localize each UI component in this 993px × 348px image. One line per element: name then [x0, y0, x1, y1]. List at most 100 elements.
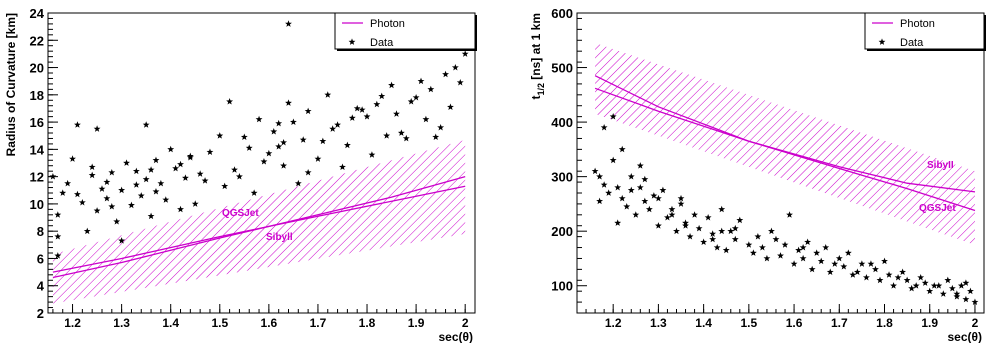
x-axis-label: sec(θ)	[948, 330, 983, 343]
data-point	[216, 132, 224, 139]
x-tick-label: 2	[972, 316, 979, 330]
x-axis-label: sec(θ)	[439, 330, 474, 343]
data-point	[442, 70, 449, 78]
legend-box	[334, 12, 476, 50]
x-tick-label: 1.2	[64, 316, 81, 330]
photon-uncertainty-band	[595, 43, 975, 245]
data-point	[123, 159, 130, 166]
data-point	[718, 227, 726, 235]
legend: Photon Data	[864, 12, 986, 51]
x-tick-label: 1.5	[211, 316, 228, 330]
y-tick-label: 14	[30, 142, 45, 157]
data-point	[926, 287, 934, 295]
data-point	[935, 282, 943, 289]
data-point	[402, 134, 410, 142]
curve-annotation: Sibyll	[266, 232, 293, 243]
data-point	[299, 136, 307, 143]
data-point	[304, 168, 312, 176]
data-point	[363, 113, 371, 120]
data-point	[451, 63, 459, 71]
data-point	[118, 186, 126, 194]
data-point	[957, 282, 965, 289]
data-point	[948, 284, 956, 292]
data-point	[596, 173, 604, 180]
y-axis-label-sub: 1/2	[536, 83, 546, 96]
y-tick-label: 600	[551, 6, 573, 21]
data-point	[353, 104, 361, 112]
data-point	[289, 118, 297, 125]
data-point	[600, 123, 608, 131]
curve-annotation: SibyII	[927, 160, 954, 171]
data-point	[623, 203, 631, 210]
data-point	[641, 197, 649, 205]
data-point	[368, 151, 376, 158]
x-tick-label: 1.4	[162, 316, 179, 330]
data-point	[636, 183, 644, 191]
data-point	[142, 175, 150, 183]
data-point	[191, 200, 199, 207]
data-point	[813, 249, 821, 256]
data-point	[388, 81, 395, 89]
x-tick-label: 1.4	[695, 316, 712, 330]
data-point	[93, 207, 101, 214]
data-point	[319, 137, 327, 145]
data-point	[605, 189, 613, 196]
data-point	[844, 249, 852, 256]
data-point	[437, 123, 445, 131]
data-point	[343, 141, 351, 149]
data-point	[152, 188, 160, 195]
data-point	[822, 243, 830, 251]
data-point	[54, 211, 62, 218]
data-point	[74, 190, 81, 198]
data-point	[890, 282, 897, 289]
data-point	[659, 186, 667, 194]
y-tick-label: 22	[30, 33, 44, 48]
y-tick-label: 2	[37, 306, 44, 321]
data-point	[54, 252, 62, 259]
data-point	[614, 219, 622, 226]
data-point	[781, 241, 789, 248]
y-tick-label: 4	[37, 279, 45, 294]
data-point	[758, 243, 766, 251]
y-tick-label: 16	[30, 115, 44, 130]
data-point	[695, 224, 703, 232]
data-point	[614, 183, 622, 191]
data-point	[808, 265, 816, 273]
data-point	[641, 175, 649, 183]
data-point	[285, 99, 292, 106]
data-point	[636, 162, 644, 169]
data-point	[962, 295, 970, 303]
data-points	[49, 13, 469, 259]
data-point	[383, 132, 391, 139]
data-point	[596, 197, 604, 205]
data-point	[270, 128, 278, 135]
data-point	[108, 168, 116, 176]
data-point	[944, 276, 952, 284]
data-point	[632, 211, 640, 218]
data-point	[59, 189, 67, 196]
x-tick-label: 1.3	[113, 316, 130, 330]
data-point	[422, 115, 430, 123]
data-point	[314, 155, 322, 162]
data-point	[718, 205, 726, 213]
data-point	[591, 167, 599, 175]
data-point	[108, 203, 116, 210]
plot-frame	[47, 12, 476, 314]
data-point	[867, 260, 875, 267]
legend-data-label: Data	[370, 37, 394, 49]
data-point	[221, 182, 229, 190]
data-point	[275, 143, 283, 150]
x-tick-label: 1.8	[876, 316, 893, 330]
data-point	[727, 227, 735, 235]
data-point	[691, 211, 698, 218]
data-point	[817, 257, 825, 265]
data-point	[736, 216, 744, 224]
y-tick-label: 10	[30, 197, 44, 212]
curvature-chart-panel: 1.2 1.3 1.4 1.5 1.6 1.7 1.8 1.9 2 2 4 6 8 10 12 14 16 18 2…	[0, 0, 493, 344]
x-tick-label: 1.3	[650, 316, 667, 330]
data-point	[917, 273, 925, 281]
data-point	[894, 273, 902, 281]
photon-uncertainty-band	[52, 139, 466, 304]
data-point	[118, 237, 126, 244]
data-point	[840, 263, 848, 270]
